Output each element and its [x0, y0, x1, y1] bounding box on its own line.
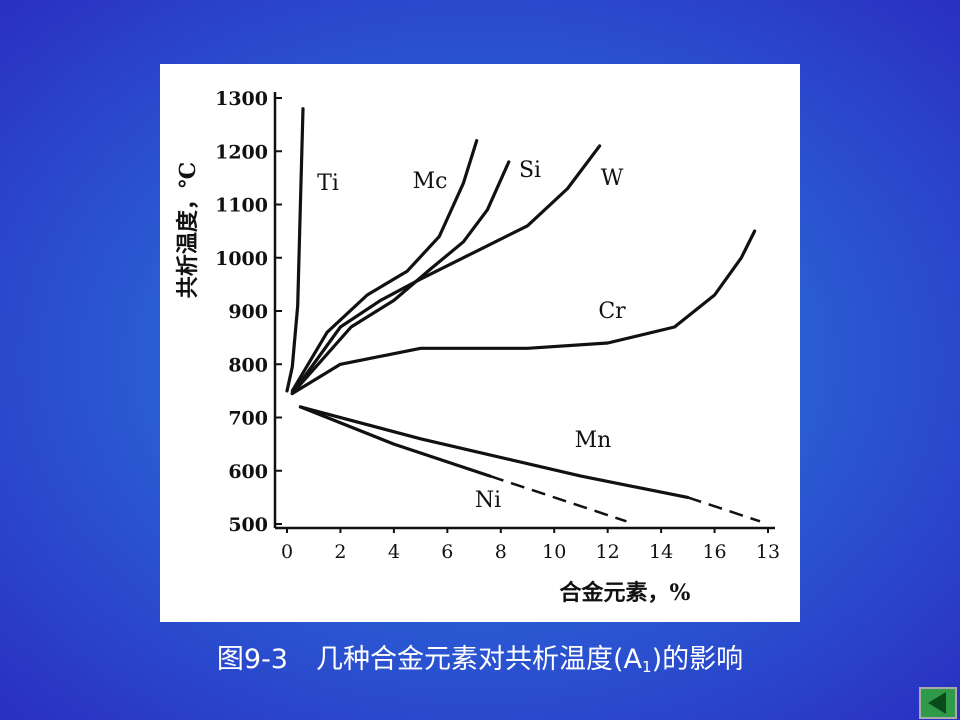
y-tick-label: 500: [228, 514, 268, 536]
series-line: [285, 107, 305, 393]
x-tick-label: 2: [334, 541, 346, 563]
y-axis-title: 共析温度，℃: [175, 162, 201, 298]
y-tick-label: 800: [228, 354, 268, 376]
series-line: [290, 229, 757, 396]
series-label: Cr: [598, 299, 626, 324]
plot: 500 600 700 800 900 1000 1100 1200 1300 0 2 4 6 8 10 12…: [215, 88, 780, 563]
x-tick-label: 6: [441, 541, 453, 563]
y-tick-label: 600: [228, 461, 268, 483]
series-label: Mc: [413, 169, 448, 194]
series-line: [290, 139, 479, 393]
caption: 图9-3 几种合金元素对共析温度(A1)的影响: [217, 644, 743, 676]
series-label: Mn: [575, 428, 612, 453]
caption-text-end: )的影响: [652, 644, 744, 675]
x-tick-label: 16: [702, 541, 726, 563]
y-tick-label: 900: [228, 301, 268, 323]
series-line: [290, 144, 602, 396]
x-tick-label: 8: [495, 541, 507, 563]
nav-arrow[interactable]: [928, 692, 946, 714]
series-line-extrapolated: [489, 474, 627, 523]
series-line: [290, 160, 511, 396]
nav-button[interactable]: [919, 687, 957, 719]
y-tick-label: 1000: [215, 248, 268, 270]
x-tick-label: 14: [649, 541, 673, 563]
y-tick-label: 1100: [215, 195, 268, 217]
x-axis-title: 合金元素，%: [560, 580, 691, 606]
series-line: [298, 405, 492, 478]
x-tick-label: 0: [281, 541, 293, 563]
y-tick-label: 1200: [215, 141, 268, 163]
x-tick-label: 12: [596, 541, 620, 563]
series-line-extrapolated: [687, 496, 761, 523]
y-tick-label: 1300: [215, 88, 268, 110]
series-label: W: [601, 166, 624, 191]
caption-subscript: 1: [642, 658, 652, 676]
series-label: Si: [519, 158, 541, 183]
series-label: Ti: [317, 171, 339, 196]
x-tick-label: 10: [542, 541, 566, 563]
caption-number: 图9-3: [217, 644, 288, 675]
y-tick-label: 700: [228, 408, 268, 430]
series-label: Ni: [475, 488, 501, 513]
caption-text: 几种合金元素对共析温度(A: [316, 644, 643, 675]
x-tick-label: 13: [756, 541, 780, 563]
series-line: [298, 405, 690, 499]
x-tick-label: 4: [388, 541, 400, 563]
